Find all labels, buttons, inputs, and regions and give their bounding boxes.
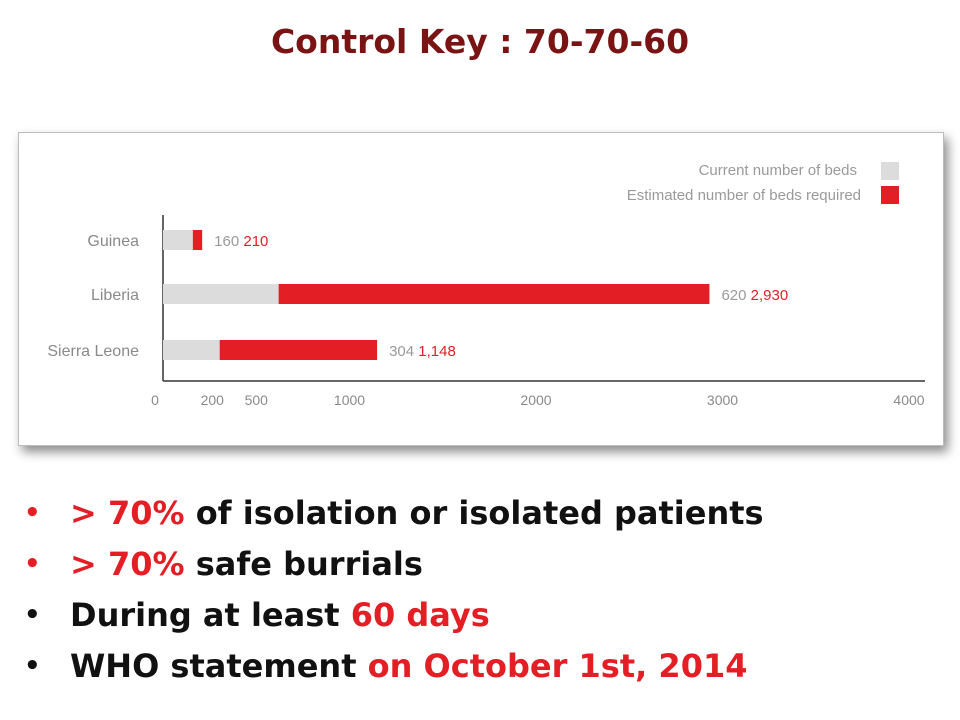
legend-label-current: Current number of beds <box>699 162 857 179</box>
bar-value-labels: 620 2,930 <box>721 287 788 304</box>
bullet-dot: • <box>24 651 41 681</box>
category-label: Sierra Leone <box>47 343 139 360</box>
bar-required <box>192 230 203 250</box>
bar-required <box>219 340 378 360</box>
bar-value-labels: 160 210 <box>214 233 268 250</box>
x-tick-label: 500 <box>245 392 269 408</box>
bullet-highlight: 60 days <box>350 596 490 634</box>
bullet-dot: • <box>24 600 41 630</box>
bullet-dot: • <box>24 498 41 528</box>
value-label-required: 2,930 <box>751 287 789 304</box>
bar-required <box>278 284 710 304</box>
bullet-item: • During at least 60 days <box>24 590 764 641</box>
slide-title: Control Key : 70-70-60 <box>270 22 690 61</box>
bed-capacity-chart: Current number of beds Estimated number o… <box>18 132 944 446</box>
bullet-highlight: > 70% <box>70 494 185 532</box>
legend-swatch-required <box>881 186 899 204</box>
bullet-text: of isolation or isolated patients <box>184 494 764 532</box>
bullet-list: • > 70% of isolation or isolated patients… <box>24 488 764 692</box>
x-tick-label: 1000 <box>334 392 365 408</box>
category-label: Liberia <box>91 287 139 304</box>
x-tick-label: 4000 <box>893 392 924 408</box>
value-label-current: 620 <box>721 287 750 304</box>
bullet-item: • > 70% safe burrials <box>24 539 764 590</box>
bar-current <box>163 340 220 360</box>
bullet-text: During at least <box>70 596 351 634</box>
x-tick-label: 0 <box>151 392 159 408</box>
bullet-text: WHO statement <box>70 647 368 685</box>
x-tick-label: 2000 <box>520 392 551 408</box>
x-tick-label: 200 <box>201 392 225 408</box>
bullet-dot: • <box>24 549 41 579</box>
bullet-item: • > 70% of isolation or isolated patients <box>24 488 764 539</box>
value-label-current: 304 <box>389 343 418 360</box>
bullet-highlight: on October 1st, 2014 <box>367 647 748 685</box>
bar-current <box>163 284 279 304</box>
value-label-current: 160 <box>214 233 243 250</box>
value-label-required: 210 <box>243 233 268 250</box>
bar-current <box>163 230 193 250</box>
category-label: Guinea <box>87 233 139 250</box>
bar-value-labels: 304 1,148 <box>389 343 456 360</box>
legend-label-required: Estimated number of beds required <box>627 187 861 204</box>
bullet-highlight: > 70% <box>70 545 185 583</box>
x-tick-label: 3000 <box>707 392 738 408</box>
bullet-text: safe burrials <box>184 545 423 583</box>
value-label-required: 1,148 <box>418 343 456 360</box>
bullet-item: • WHO statement on October 1st, 2014 <box>24 641 764 692</box>
chart-svg: Current number of beds Estimated number o… <box>47 162 925 408</box>
legend-swatch-current <box>881 162 899 180</box>
